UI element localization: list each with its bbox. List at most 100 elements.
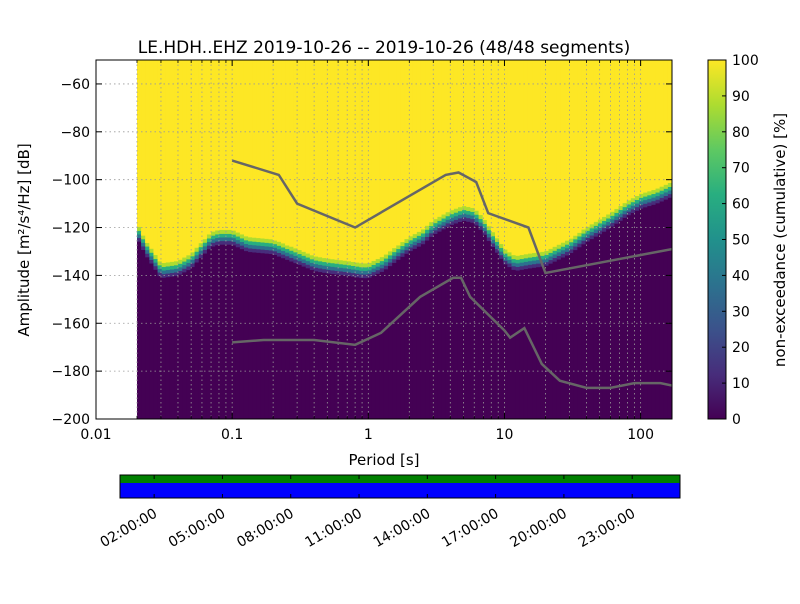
heatmap-cell-high: [449, 60, 455, 211]
heatmap-cell-low: [589, 238, 595, 419]
chart-title: LE.HDH..EHZ 2019-10-26 -- 2019-10-26 (48…: [138, 38, 631, 58]
heatmap-cell: [565, 240, 570, 245]
heatmap-cell: [281, 247, 286, 252]
heatmap-cell: [507, 259, 513, 264]
heatmap-cell: [272, 240, 278, 245]
heatmap-cell: [630, 198, 636, 203]
heatmap-cell-low: [482, 234, 488, 419]
heatmap-cell-low: [614, 223, 620, 419]
heatmap-cell-high: [174, 60, 179, 262]
heatmap-cell: [622, 206, 628, 211]
x-tick-label: 1: [364, 427, 373, 443]
heatmap-cell: [256, 241, 262, 246]
heatmap-cell: [560, 242, 566, 247]
heatmap-cell: [264, 246, 270, 251]
heatmap-cell-high: [186, 60, 192, 256]
heatmap-cell-high: [495, 60, 500, 239]
heatmap-cell: [367, 262, 373, 267]
heatmap-cell: [474, 221, 480, 226]
colorbar-tick-label: 100: [732, 53, 759, 69]
heatmap-cell-high: [651, 60, 657, 191]
heatmap-cell: [441, 218, 447, 223]
heatmap-cell: [165, 262, 171, 267]
heatmap-cell: [663, 184, 669, 189]
heatmap-cell-high: [622, 60, 628, 204]
heatmap-cell: [470, 211, 476, 216]
heatmap-cell-high: [350, 60, 356, 263]
heatmap-cell: [490, 232, 496, 237]
heatmap-cell: [552, 254, 558, 259]
heatmap-cell: [655, 195, 661, 200]
heatmap-cell: [581, 236, 587, 241]
heatmap-cell: [495, 245, 500, 250]
heatmap-cell-low: [338, 274, 344, 419]
heatmap-cell-low: [412, 248, 418, 419]
heatmap-cell: [585, 230, 591, 235]
heatmap-cell-high: [219, 60, 225, 231]
heatmap-cell: [404, 242, 410, 247]
heatmap-cell-high: [540, 60, 546, 253]
heatmap-cell: [449, 220, 455, 225]
heatmap-cell: [511, 258, 517, 263]
heatmap-cell-low: [634, 210, 640, 419]
heatmap-cell: [544, 258, 550, 263]
heatmap-cell: [523, 265, 529, 270]
heatmap-cell: [367, 266, 373, 271]
heatmap-cell: [153, 255, 159, 260]
heatmap-cell-high: [157, 60, 163, 262]
heatmap-cell: [429, 229, 434, 234]
heatmap-cell: [243, 247, 249, 252]
heatmap-cell: [433, 226, 439, 231]
heatmap-cell: [573, 246, 578, 251]
heatmap-cell: [474, 217, 480, 222]
heatmap-cell: [581, 233, 587, 238]
x-tick-label: 0.1: [221, 427, 243, 443]
heatmap-cell-high: [305, 60, 311, 255]
heatmap-cell: [634, 199, 640, 204]
heatmap-cell-high: [194, 60, 200, 249]
heatmap-cell-low: [318, 271, 323, 419]
timeline-tick-label: 02:00:00: [98, 506, 160, 551]
heatmap-cell-low: [211, 246, 216, 419]
heatmap-cell-low: [309, 269, 315, 419]
heatmap-cell: [350, 261, 356, 266]
heatmap-cell-low: [659, 201, 665, 419]
heatmap-cell-low: [490, 246, 496, 419]
heatmap-cell-low: [445, 226, 451, 419]
heatmap-cell-low: [322, 272, 327, 419]
heatmap-cell: [396, 241, 401, 246]
heatmap-cell: [153, 265, 159, 270]
heatmap-cell: [383, 254, 389, 259]
heatmap-cell: [482, 223, 488, 228]
heatmap-cell: [540, 259, 546, 264]
heatmap-cell: [136, 226, 142, 231]
heatmap-cell: [589, 224, 595, 229]
heatmap-cell-high: [268, 60, 274, 240]
heatmap-cell-high: [466, 60, 471, 208]
heatmap-cell: [145, 253, 150, 258]
heatmap-cell: [577, 228, 583, 233]
heatmap-cell-low: [655, 202, 661, 419]
heatmap-cell-high: [371, 60, 377, 262]
heatmap-cell-high: [165, 60, 171, 263]
heatmap-cell: [511, 255, 517, 260]
heatmap-cell: [490, 239, 496, 244]
heatmap-cell: [268, 242, 274, 247]
heatmap-cell: [610, 222, 615, 227]
heatmap-cell: [363, 263, 369, 268]
heatmap-cell: [211, 242, 216, 247]
heatmap-cell-high: [182, 60, 187, 259]
heatmap-cell-high: [260, 60, 266, 239]
heatmap-cell: [260, 249, 266, 254]
heatmap-cell: [293, 255, 299, 260]
heatmap-cell: [614, 212, 620, 217]
heatmap-cell: [174, 268, 179, 273]
heatmap-cell: [606, 221, 611, 226]
heatmap-cell-low: [174, 275, 179, 419]
heatmap-cell: [182, 268, 187, 273]
heatmap-cell: [169, 261, 175, 266]
heatmap-cell: [441, 214, 447, 219]
heatmap-cell: [338, 260, 344, 265]
heatmap-cell-low: [165, 276, 171, 419]
heatmap-cell-high: [433, 60, 439, 220]
